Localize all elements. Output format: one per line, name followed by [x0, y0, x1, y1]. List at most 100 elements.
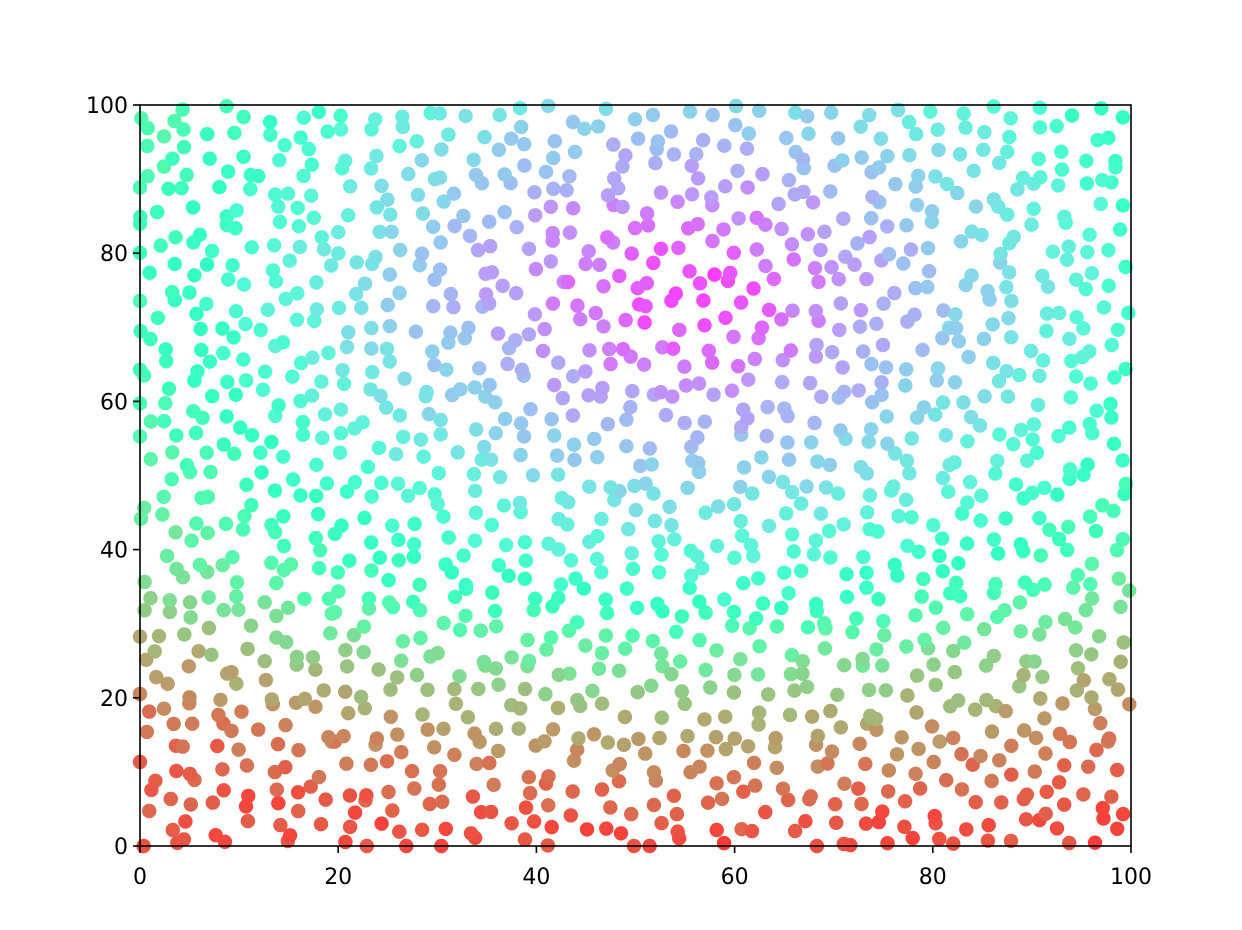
data-point	[363, 161, 379, 176]
data-point	[839, 589, 855, 605]
data-point	[591, 661, 607, 676]
data-point	[243, 618, 259, 633]
data-point	[413, 432, 428, 447]
data-point	[874, 387, 889, 402]
data-point	[393, 242, 408, 258]
data-point	[964, 268, 979, 283]
data-point	[594, 645, 610, 661]
data-point	[731, 358, 746, 374]
data-point	[582, 343, 597, 358]
data-point	[448, 696, 464, 711]
data-point	[364, 563, 379, 578]
data-point	[903, 242, 919, 257]
data-point	[817, 616, 832, 631]
data-point	[589, 551, 605, 567]
data-point	[311, 561, 327, 576]
data-point	[467, 380, 482, 395]
data-point	[1061, 239, 1077, 254]
data-point	[521, 770, 536, 785]
data-point	[1078, 603, 1094, 618]
data-point	[822, 457, 837, 473]
x-tick-label: 20	[324, 865, 352, 890]
data-point	[769, 619, 785, 634]
data-point	[549, 448, 565, 463]
data-point	[997, 603, 1012, 618]
data-point	[477, 439, 492, 455]
data-point	[169, 763, 184, 779]
data-point	[1002, 129, 1017, 145]
data-point	[1091, 629, 1107, 644]
data-point	[1076, 673, 1092, 688]
data-point	[316, 242, 332, 257]
data-point	[525, 468, 541, 483]
data-point	[1003, 833, 1019, 849]
data-point	[347, 475, 363, 490]
data-point	[579, 822, 595, 837]
data-point	[667, 532, 682, 547]
data-point	[935, 564, 950, 579]
data-point	[229, 203, 244, 218]
data-point	[586, 727, 602, 742]
data-point	[509, 220, 524, 235]
data-point	[992, 753, 1007, 768]
data-point	[948, 321, 964, 336]
data-point	[483, 238, 498, 254]
data-point	[935, 470, 951, 486]
data-point	[462, 228, 478, 244]
data-point	[824, 345, 840, 360]
data-point	[718, 741, 734, 757]
data-point	[959, 536, 975, 551]
data-point	[394, 745, 409, 760]
data-point	[624, 546, 639, 561]
data-point	[647, 513, 662, 529]
data-point	[670, 824, 685, 839]
data-point	[1121, 305, 1136, 321]
data-point	[488, 426, 503, 441]
data-point	[1089, 403, 1104, 418]
data-point	[638, 299, 653, 314]
data-point	[837, 776, 852, 791]
data-point	[278, 718, 293, 733]
data-point	[928, 677, 943, 693]
data-point	[668, 286, 683, 301]
data-point	[794, 563, 809, 578]
data-point	[156, 701, 172, 716]
data-point	[733, 479, 748, 495]
data-point	[551, 590, 566, 606]
data-point	[276, 538, 292, 554]
data-point	[781, 585, 796, 601]
data-point	[307, 313, 322, 329]
data-point	[960, 607, 975, 622]
data-point	[600, 735, 615, 750]
data-point	[269, 575, 284, 591]
data-point	[483, 452, 499, 467]
data-point	[162, 604, 178, 620]
data-point	[981, 818, 996, 833]
data-point	[938, 428, 953, 443]
data-point	[517, 535, 533, 550]
data-point	[665, 389, 680, 404]
data-point	[582, 479, 597, 494]
data-point	[491, 743, 506, 759]
data-point	[690, 171, 706, 186]
data-point	[164, 472, 179, 487]
data-point	[920, 279, 935, 295]
data-point	[916, 571, 931, 587]
data-point	[1070, 568, 1085, 583]
data-point	[985, 317, 1000, 332]
data-point	[526, 602, 541, 618]
data-point	[521, 327, 537, 342]
data-point	[363, 382, 378, 397]
data-point	[881, 247, 897, 262]
data-point	[951, 556, 966, 571]
data-point	[1109, 543, 1125, 558]
data-point	[678, 378, 694, 393]
data-point	[1080, 244, 1095, 260]
data-point	[539, 642, 554, 657]
data-point	[1070, 661, 1086, 676]
data-point	[966, 163, 981, 178]
data-point	[888, 446, 903, 461]
data-point	[698, 505, 713, 520]
data-point	[484, 517, 499, 533]
data-point	[710, 499, 726, 514]
